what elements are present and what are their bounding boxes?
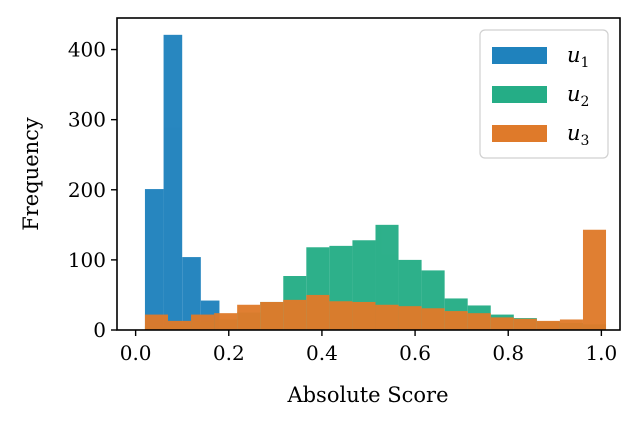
legend-label-subscript: 2 bbox=[581, 94, 590, 110]
x-tick-label: 0.6 bbox=[399, 341, 431, 365]
bar-u_3-12 bbox=[421, 308, 445, 330]
bar-u_3-7 bbox=[306, 294, 330, 330]
bar-u_3-18 bbox=[559, 319, 583, 330]
bar-u_3-19 bbox=[582, 229, 607, 330]
legend-label-subscript: 3 bbox=[581, 133, 590, 149]
bar-u_3-6 bbox=[283, 299, 307, 330]
x-tick-label: 1.0 bbox=[585, 341, 617, 365]
bar-u_3-10 bbox=[375, 304, 399, 330]
legend-swatch-u_1 bbox=[492, 47, 547, 64]
series-u_3 bbox=[144, 229, 607, 330]
bar-u_3-8 bbox=[329, 301, 353, 330]
y-tick-label: 200 bbox=[68, 178, 106, 202]
bar-u_3-4 bbox=[237, 304, 261, 330]
bar-u_3-2 bbox=[191, 314, 215, 330]
x-tick-label: 0.2 bbox=[213, 341, 245, 365]
bar-u_3-15 bbox=[490, 317, 514, 330]
bar-u_3-16 bbox=[513, 318, 537, 330]
legend-swatch-u_3 bbox=[492, 125, 547, 142]
series-u_1 bbox=[144, 34, 220, 330]
y-tick-label: 0 bbox=[93, 318, 106, 342]
bar-u_3-9 bbox=[352, 301, 376, 330]
bar-u_3-13 bbox=[444, 311, 468, 330]
bar-u_3-14 bbox=[467, 313, 491, 330]
y-axis-title: Frequency bbox=[19, 117, 43, 231]
plot-frame bbox=[116, 17, 621, 331]
bar-u_1-1 bbox=[163, 34, 183, 330]
bar-u_3-17 bbox=[536, 320, 560, 330]
x-tick-label: 0.0 bbox=[120, 341, 152, 365]
x-tick-label: 0.4 bbox=[306, 341, 338, 365]
x-axis-title: Absolute Score bbox=[286, 383, 448, 407]
y-tick-label: 100 bbox=[68, 248, 106, 272]
legend-swatch-u_2 bbox=[492, 86, 547, 103]
bar-u_3-3 bbox=[214, 313, 238, 330]
bar-u_3-0 bbox=[144, 314, 168, 330]
axes-layer: 0.0 0.2 0.4 0.6 0.8 1.0 0 100 200 300 400 bbox=[68, 17, 621, 365]
bar-u_3-1 bbox=[168, 320, 192, 330]
bar-u_1-2 bbox=[182, 257, 201, 330]
bar-u_3-11 bbox=[398, 306, 422, 330]
bar-u_1-0 bbox=[144, 189, 164, 330]
bar-u_2-10 bbox=[375, 224, 399, 330]
y-tick-label: 300 bbox=[68, 108, 106, 132]
legend-label-subscript: 1 bbox=[581, 55, 590, 71]
y-tick-label: 400 bbox=[68, 38, 106, 62]
bars-layer bbox=[144, 34, 607, 330]
bar-u_3-5 bbox=[260, 301, 284, 330]
x-tick-label: 0.8 bbox=[492, 341, 524, 365]
